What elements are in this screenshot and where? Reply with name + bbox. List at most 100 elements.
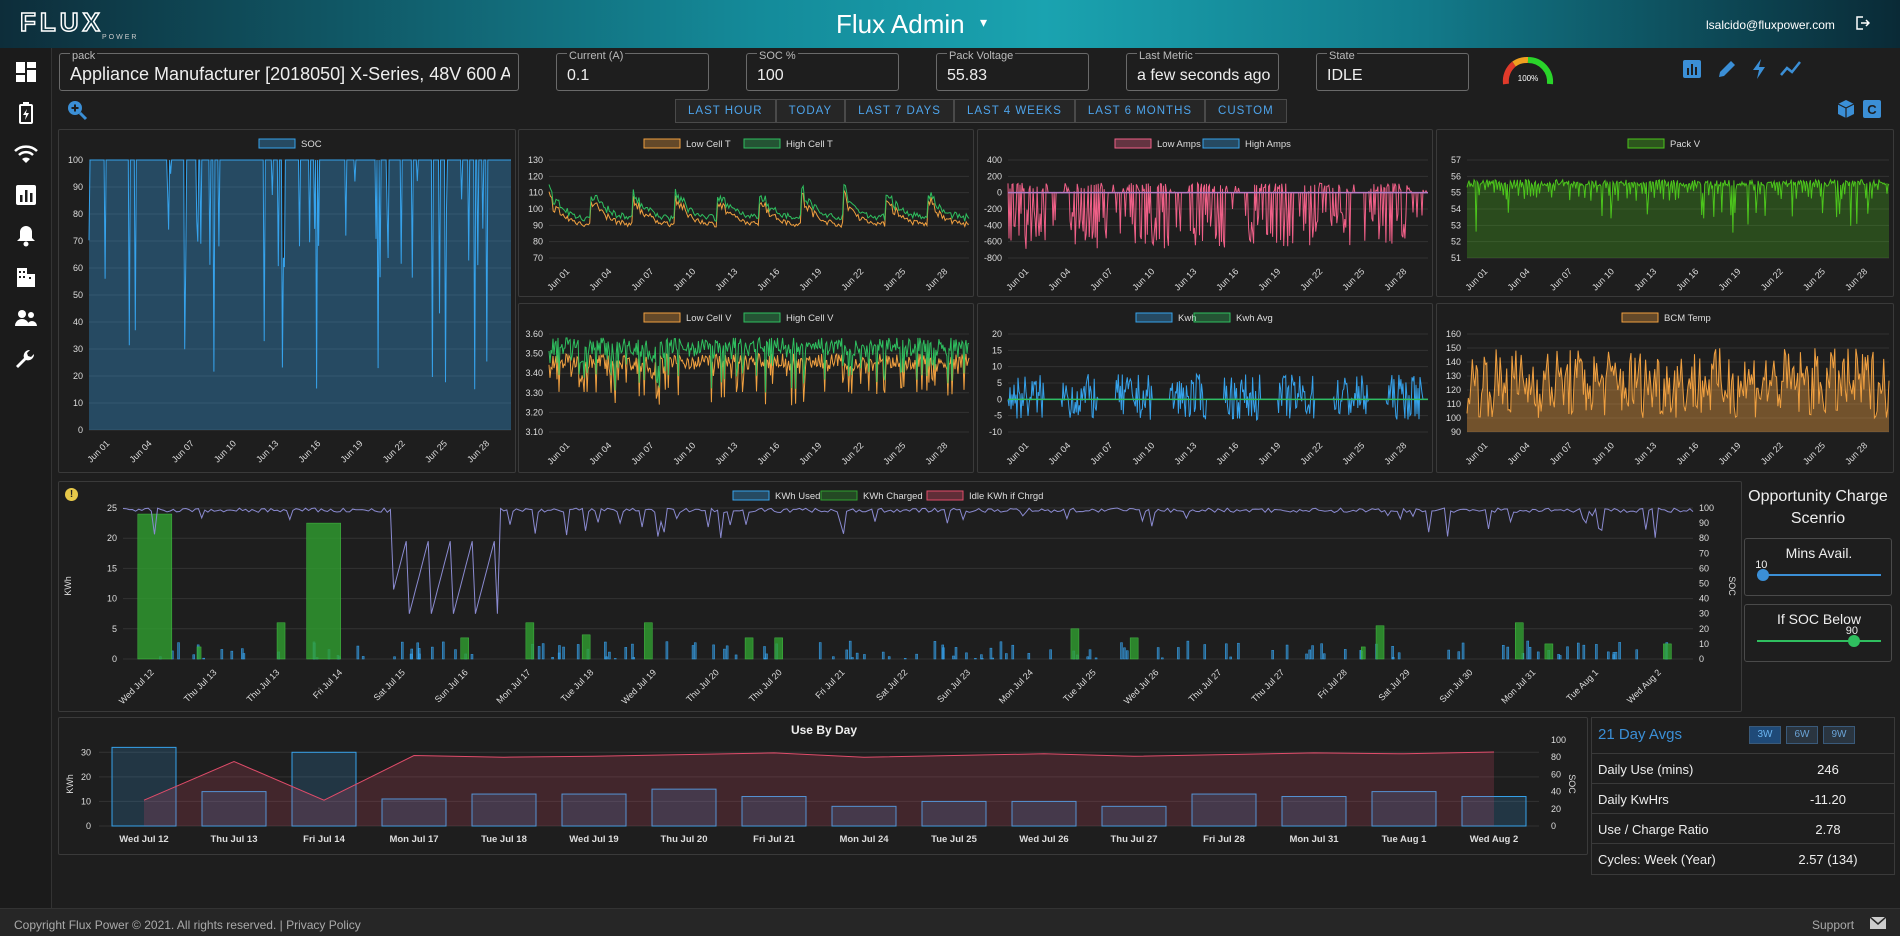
c-badge-icon[interactable]: C — [1862, 99, 1882, 119]
svg-text:POWER: POWER — [102, 34, 138, 41]
logout-icon[interactable] — [1854, 15, 1870, 31]
x-tick-label: Wed Jul 19 — [569, 834, 618, 845]
y-tick-label: 0 — [86, 821, 91, 831]
building-icon[interactable] — [14, 265, 38, 289]
y-tick-label: 10 — [992, 362, 1002, 372]
kwh-used-bar — [1612, 652, 1616, 660]
x-tick-label: Jun 25 — [1340, 440, 1366, 466]
bolt-icon[interactable] — [1748, 58, 1770, 80]
x-tick-label: Jun 07 — [1548, 266, 1574, 292]
chevron-down-icon[interactable]: ▾ — [980, 14, 988, 30]
kwh-used-bar — [470, 654, 474, 660]
bar-chart-icon[interactable] — [1681, 58, 1703, 80]
y-tick-label: 51 — [1451, 253, 1461, 263]
btn-today[interactable]: TODAY — [775, 99, 846, 123]
cube-icon[interactable] — [1836, 99, 1856, 119]
y-tick-label: 3.30 — [525, 388, 543, 398]
kwh-used-bar — [576, 644, 580, 660]
bcm-temp-chart: 90 100 110 120 130 140 150 160 Jun 01 Jun 04 Jun 0… — [1446, 312, 1890, 467]
tab-9w[interactable]: 9W — [1823, 726, 1855, 744]
kwh-charged-bar — [306, 522, 341, 660]
app-title[interactable]: Flux Admin — [836, 9, 965, 39]
state-field: State IDLE — [1316, 50, 1469, 91]
x-tick-label: Sat Jul 15 — [372, 667, 407, 702]
wifi-icon[interactable] — [14, 142, 38, 166]
y-tick-label: -800 — [984, 253, 1002, 263]
support-link[interactable]: Support — [1812, 918, 1855, 932]
x-tick-label: Jun 28 — [465, 438, 491, 464]
kwh-charged-bar — [744, 637, 754, 660]
btn-custom[interactable]: CUSTOM — [1205, 99, 1287, 123]
tab-3w[interactable]: 3W — [1749, 726, 1781, 744]
y2-tick-label: 90 — [1699, 518, 1709, 528]
mins-avail-slider-handle[interactable] — [1757, 569, 1770, 581]
x-tick-label: Mon Jul 24 — [839, 834, 889, 845]
y-tick-label: 15 — [107, 563, 117, 573]
y2-tick-label: 100 — [1699, 503, 1714, 513]
users-icon[interactable] — [14, 306, 38, 330]
footer-copyright[interactable]: Copyright Flux Power © 2021. All rights … — [14, 918, 361, 932]
x-tick-label: Jun 01 — [85, 438, 111, 464]
btn-last-4-weeks[interactable]: LAST 4 WEEKS — [953, 99, 1075, 123]
kwh-charged-bar — [1663, 643, 1672, 660]
legend-swatch — [643, 138, 681, 149]
trend-line-icon[interactable] — [1780, 58, 1802, 80]
tab-6w[interactable]: 6W — [1786, 726, 1818, 744]
mins-avail-track[interactable] — [1757, 574, 1881, 576]
x-tick-label: Tue Aug 1 — [1564, 667, 1600, 703]
x-tick-label: Jun 19 — [1717, 440, 1743, 466]
kwh-used-bar — [974, 658, 977, 660]
btn-last-7-days[interactable]: LAST 7 DAYS — [845, 99, 954, 123]
x-tick-label: Wed Jul 26 — [1122, 667, 1161, 706]
x-tick-label: Jun 13 — [1172, 266, 1198, 292]
soc-field: SOC % 100 — [746, 50, 899, 91]
btn-last-hour[interactable]: LAST HOUR — [675, 99, 776, 123]
y-tick-label: 54 — [1451, 204, 1461, 214]
kwh-used-bar — [1607, 651, 1610, 660]
kwh-used-bar — [631, 643, 634, 660]
soc-below-label: If SOC Below — [1776, 611, 1862, 627]
mail-icon[interactable] — [1870, 917, 1886, 929]
kwh-used-bar — [177, 642, 180, 660]
x-tick-label: Jun 28 — [1382, 266, 1408, 292]
kwh-used-bar — [952, 655, 955, 660]
averages-panel: 21 Day Avgs 3W 6W 9W Daily Use (mins) 246… — [1591, 717, 1895, 875]
btn-last-6-months[interactable]: LAST 6 MONTHS — [1074, 99, 1206, 123]
kwh-charged-bar — [137, 513, 173, 660]
kwh-charged-bar — [1544, 643, 1554, 660]
soc-below-slider-handle[interactable] — [1847, 635, 1860, 647]
wrench-icon[interactable] — [14, 347, 38, 371]
y-tick-label: 3.40 — [525, 368, 543, 378]
pack-field[interactable]: pack Appliance Manufacturer [2018050] X-… — [59, 50, 519, 91]
kwh-used-bar — [1120, 642, 1123, 660]
x-tick-label: Fri Jul 14 — [311, 667, 344, 700]
pencil-icon[interactable] — [1716, 58, 1738, 80]
kwh-used-bar — [965, 652, 968, 660]
x-tick-label: Mon Jul 31 — [1499, 667, 1537, 705]
y2-tick-label: 40 — [1551, 787, 1561, 797]
last-metric-value: a few seconds ago — [1137, 67, 1271, 84]
kwh-used-bar — [1161, 657, 1164, 660]
user-email[interactable]: lsalcido@fluxpower.com — [1706, 18, 1835, 32]
y-tick-label: 53 — [1451, 220, 1461, 230]
battery-icon[interactable] — [14, 101, 38, 125]
legend-label: KWh Charged — [863, 491, 923, 502]
kwh-used-bar — [1502, 645, 1505, 660]
dashboard-icon[interactable] — [14, 60, 38, 84]
kwh-used-bar — [356, 645, 360, 660]
soc-below-track[interactable] — [1757, 640, 1881, 642]
chart-icon[interactable] — [14, 183, 38, 207]
y-tick-label: 90 — [73, 182, 83, 192]
kwh-used-bar — [1237, 642, 1240, 660]
x-tick-label: Jun 28 — [923, 266, 949, 292]
y-tick-label: 3.20 — [525, 407, 543, 417]
x-tick-label: Fri Jul 21 — [753, 834, 795, 845]
avg-row: Use / Charge Ratio 2.78 — [1592, 813, 1894, 843]
zoom-in-icon[interactable] — [66, 99, 88, 121]
info-icon[interactable]: ! — [65, 488, 78, 501]
kwh-used-bar — [361, 656, 365, 660]
legend-swatch — [1621, 312, 1659, 323]
kwh-used-bar — [1447, 649, 1450, 660]
legend-swatch — [732, 490, 770, 501]
bell-icon[interactable] — [14, 224, 38, 248]
